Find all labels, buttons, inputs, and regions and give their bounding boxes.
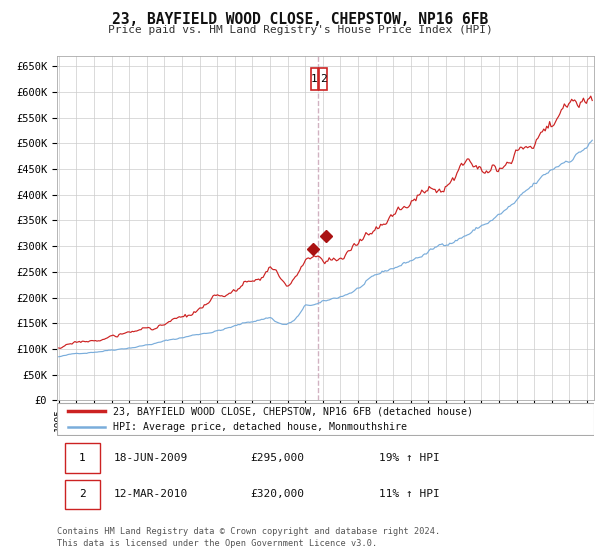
Text: 19% ↑ HPI: 19% ↑ HPI bbox=[379, 452, 440, 463]
Text: 2: 2 bbox=[79, 489, 86, 500]
FancyBboxPatch shape bbox=[65, 443, 100, 473]
Text: Price paid vs. HM Land Registry's House Price Index (HPI): Price paid vs. HM Land Registry's House … bbox=[107, 25, 493, 35]
Text: 23, BAYFIELD WOOD CLOSE, CHEPSTOW, NP16 6FB: 23, BAYFIELD WOOD CLOSE, CHEPSTOW, NP16 … bbox=[112, 12, 488, 27]
Text: Contains HM Land Registry data © Crown copyright and database right 2024.: Contains HM Land Registry data © Crown c… bbox=[57, 528, 440, 536]
Text: 18-JUN-2009: 18-JUN-2009 bbox=[113, 452, 188, 463]
Text: This data is licensed under the Open Government Licence v3.0.: This data is licensed under the Open Gov… bbox=[57, 539, 377, 548]
Bar bbox=[319, 68, 327, 90]
Text: 12-MAR-2010: 12-MAR-2010 bbox=[113, 489, 188, 500]
Bar bbox=[311, 68, 319, 90]
Text: £295,000: £295,000 bbox=[250, 452, 304, 463]
FancyBboxPatch shape bbox=[65, 479, 100, 510]
FancyBboxPatch shape bbox=[57, 403, 594, 435]
Text: 1: 1 bbox=[79, 452, 86, 463]
Text: 23, BAYFIELD WOOD CLOSE, CHEPSTOW, NP16 6FB (detached house): 23, BAYFIELD WOOD CLOSE, CHEPSTOW, NP16 … bbox=[113, 406, 473, 416]
Text: 1: 1 bbox=[311, 74, 318, 84]
Text: HPI: Average price, detached house, Monmouthshire: HPI: Average price, detached house, Monm… bbox=[113, 422, 407, 432]
Text: £320,000: £320,000 bbox=[250, 489, 304, 500]
Text: 11% ↑ HPI: 11% ↑ HPI bbox=[379, 489, 440, 500]
Text: 2: 2 bbox=[320, 74, 326, 84]
